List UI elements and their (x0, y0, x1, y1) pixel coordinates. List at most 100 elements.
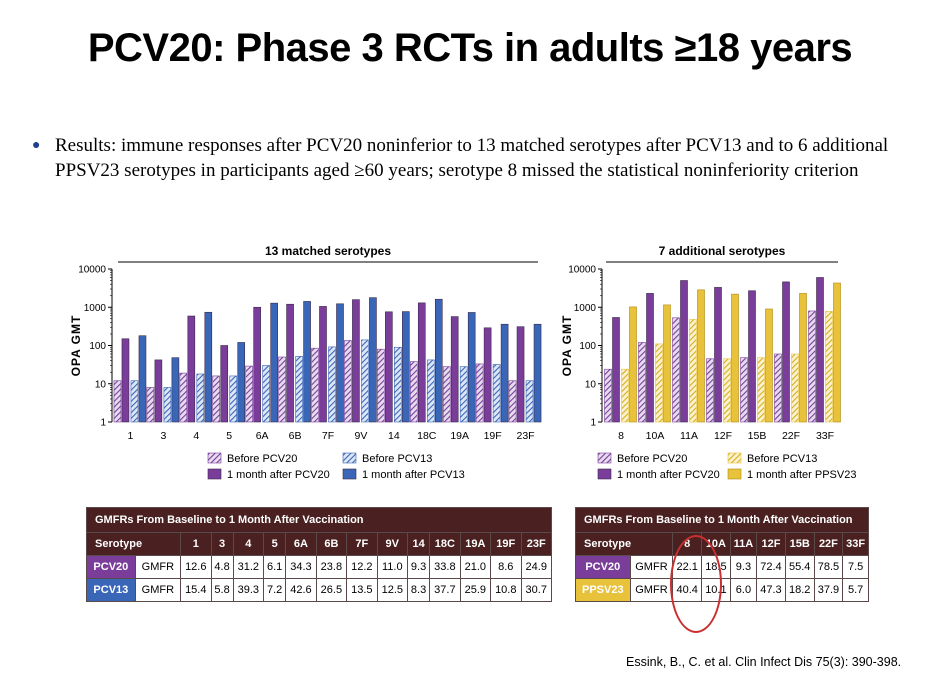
table-cell: 23.8 (315, 555, 348, 579)
row-label-pcv13: PCV13 (86, 578, 136, 602)
table-cell: 25.9 (459, 578, 492, 602)
bar-before-pcv13-4 (196, 373, 205, 423)
table-cell: 5.8 (210, 578, 234, 602)
x-tick-label: 23F (516, 430, 534, 442)
y-tick-label: 1 (100, 418, 106, 429)
row-label-ppsv23: PPSV23 (575, 578, 631, 602)
bar-1-month-after-pcv20-11a (680, 280, 688, 423)
table-cell: 55.4 (784, 555, 815, 579)
bullet-dot-icon: ● (32, 138, 41, 153)
bar-before-pcv20-7f (311, 347, 319, 423)
y-tick-label: 100 (89, 341, 106, 352)
y-tick-label: 10 (95, 379, 107, 390)
x-tick-label: 15B (748, 430, 767, 442)
legend-label: 1 month after PPSV23 (747, 469, 856, 481)
bar-1-month-after-pcv20-10a (646, 293, 654, 423)
y-tick-label: 10000 (568, 265, 596, 276)
column-header: 5 (263, 532, 287, 556)
table-cell: 9.3 (729, 555, 758, 579)
table-header: GMFRs From Baseline to 1 Month After Vac… (575, 507, 869, 533)
bar-before-pcv13-18c (426, 359, 435, 423)
legend-label: 1 month after PCV20 (227, 469, 330, 481)
legend-swatch (342, 452, 357, 464)
column-header: 33F (842, 532, 869, 556)
bar-1-month-after-pcv20-33f (816, 277, 824, 423)
citation: Essink, B., C. et al. Clin Infect Dis 75… (626, 655, 902, 669)
bar-before-pcv13-6a (262, 365, 270, 423)
table-cell: 8.3 (407, 578, 431, 602)
bar-before-pcv13-6b (295, 356, 303, 423)
bar-1-month-after-pcv20-3 (154, 359, 163, 423)
row-label-pcv20: PCV20 (575, 555, 631, 579)
y-tick-label: 10 (585, 379, 597, 390)
results-text: Results: immune responses after PCV20 no… (55, 135, 889, 181)
y-tick-label: 1 (590, 418, 596, 429)
x-tick-label: 33F (816, 430, 834, 442)
bar-1-month-after-pcv20-7f (319, 306, 327, 423)
x-tick-label: 5 (226, 430, 232, 442)
serotype-label: Serotype (574, 532, 674, 556)
bar-1-month-after-ppsv23-22f (799, 293, 807, 423)
bar-before-pcv20-19f (475, 363, 484, 423)
x-tick-label: 11A (680, 430, 698, 442)
legend-label: 1 month after PCV13 (362, 469, 465, 481)
bar-before-pcv13-12f (723, 358, 731, 423)
column-header: 9V (376, 532, 409, 556)
bar-before-pcv13-7f (328, 346, 336, 423)
table-cell: 39.3 (232, 578, 265, 602)
table-cell: 7.2 (263, 578, 287, 602)
x-tick-label: 19F (484, 430, 502, 442)
column-header: 4 (232, 532, 265, 556)
bar-before-pcv13-19a (459, 366, 468, 423)
bar-1-month-after-pcv20-4 (187, 315, 196, 423)
legend-label: 1 month after PCV20 (617, 469, 720, 481)
highlight-circle (670, 535, 722, 633)
bar-1-month-after-ppsv23-33f (833, 282, 841, 423)
column-header: 3 (210, 532, 234, 556)
x-tick-label: 6A (256, 430, 269, 442)
y-tick-label: 100 (579, 341, 596, 352)
bar-before-pcv13-11a (689, 319, 697, 423)
legend-label: Before PCV13 (747, 453, 817, 465)
legend-swatch (207, 468, 222, 480)
column-header: 23F (520, 532, 552, 556)
chart-13-matched-serotypes: 13 matched serotypes OPA GMT 1 10 100 1000 100… (69, 244, 542, 481)
bar-1-month-after-pcv20-14 (385, 311, 393, 423)
bar-before-pcv13-15b (757, 357, 765, 423)
table-cell: 33.8 (429, 555, 461, 579)
serotype-label: Serotype (85, 532, 182, 556)
x-tick-label: 19A (450, 430, 469, 442)
bar-before-pcv20-9v (344, 340, 352, 423)
bar-1-month-after-pcv20-1 (121, 338, 130, 423)
x-tick-label: 14 (388, 430, 400, 442)
gmfr-table-additional: GMFRs From Baseline to 1 Month After Vac… (574, 507, 869, 602)
row-metric: GMFR (134, 578, 182, 602)
bar-before-pcv13-19f (492, 364, 501, 423)
bar-before-pcv20-8 (604, 368, 612, 423)
bar-before-pcv20-6b (278, 356, 286, 423)
column-header: 11A (729, 532, 758, 556)
x-tick-label: 12F (714, 430, 732, 442)
table-cell: 11.0 (376, 555, 409, 579)
bar-before-pcv13-23f (525, 380, 534, 423)
row-metric: GMFR (629, 555, 674, 579)
table-cell: 13.5 (346, 578, 378, 602)
bar-before-pcv13-1 (130, 380, 139, 423)
x-tick-label: 8 (618, 430, 624, 442)
bar-before-pcv20-1 (113, 380, 122, 423)
chart-title: 7 additional serotypes (659, 244, 786, 258)
x-tick-label: 10A (646, 430, 665, 442)
bar-1-month-after-ppsv23-11a (697, 289, 705, 423)
bar-1-month-after-pcv13-19f (500, 323, 509, 423)
row-metric: GMFR (629, 578, 674, 602)
bar-1-month-after-pcv20-9v (352, 299, 360, 423)
bar-1-month-after-pcv20-5 (220, 345, 229, 423)
bar-before-pcv20-6a (245, 365, 253, 423)
table-cell: 21.0 (459, 555, 492, 579)
x-tick-label: 9V (355, 430, 368, 442)
table-cell: 24.9 (520, 555, 552, 579)
y-axis-label: OPA GMT (560, 315, 574, 377)
bar-1-month-after-ppsv23-8 (629, 306, 637, 423)
bar-before-pcv13-33f (825, 311, 833, 423)
